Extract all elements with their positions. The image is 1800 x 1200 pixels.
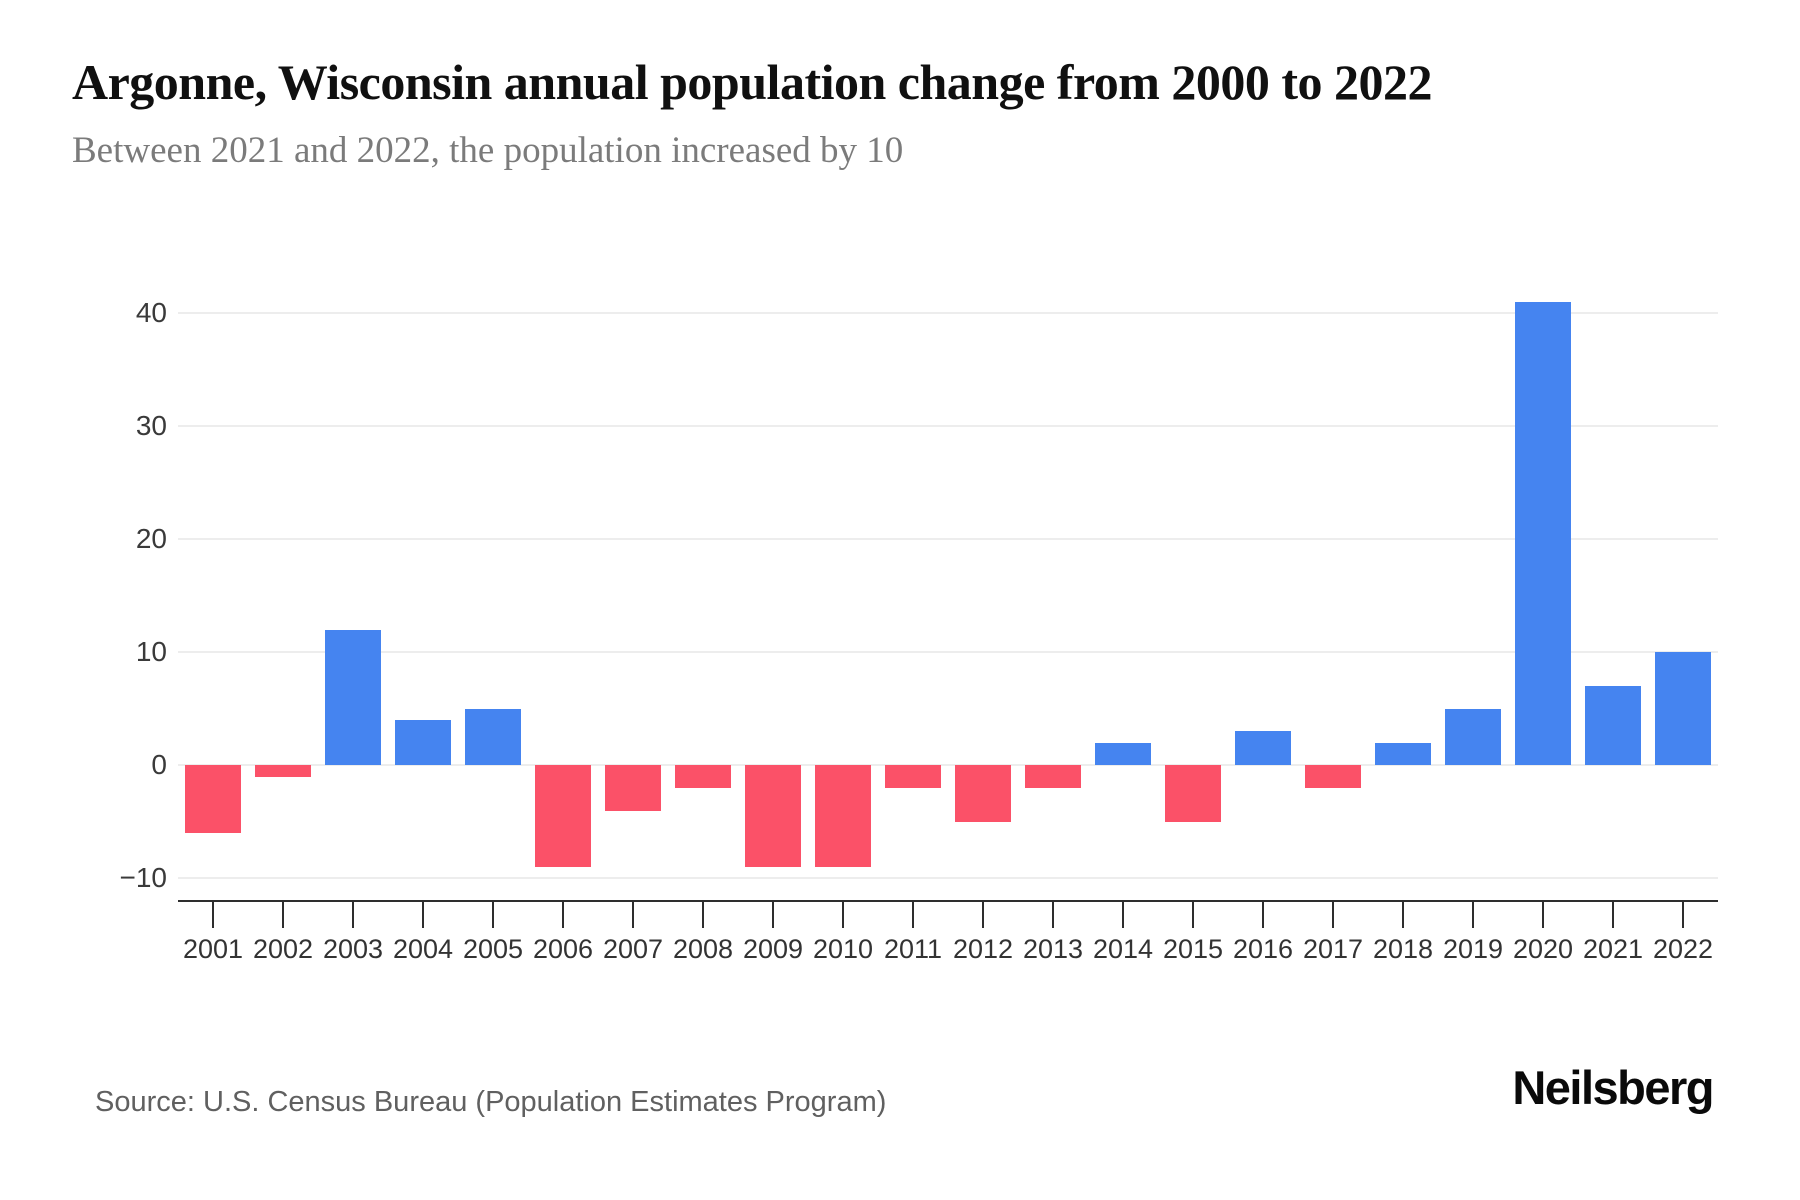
x-axis-tick-label: 2003 xyxy=(322,934,384,964)
bar-2021[interactable] xyxy=(1585,686,1641,766)
bar-2012[interactable] xyxy=(955,765,1011,822)
x-axis-tick xyxy=(982,901,984,928)
x-axis-tick xyxy=(1472,901,1474,928)
y-axis-tick-label: 40 xyxy=(135,297,167,329)
y-axis-tick-label: 30 xyxy=(135,410,167,442)
gridline-30 xyxy=(178,425,1718,428)
x-axis-tick-label: 2012 xyxy=(952,934,1014,964)
bar-2020[interactable] xyxy=(1515,301,1571,766)
bar-2004[interactable] xyxy=(395,720,451,766)
y-axis-tick-label: 20 xyxy=(135,523,167,555)
gridline-40 xyxy=(178,312,1718,315)
x-axis-tick xyxy=(352,901,354,928)
chart-title: Argonne, Wisconsin annual population cha… xyxy=(72,54,1433,110)
source-note: Source: U.S. Census Bureau (Population E… xyxy=(95,1086,887,1118)
x-axis-tick xyxy=(1332,901,1334,928)
x-axis-tick xyxy=(842,901,844,928)
bar-2011[interactable] xyxy=(885,765,941,788)
x-axis-tick xyxy=(212,901,214,928)
x-axis-tick-label: 2010 xyxy=(812,934,874,964)
x-axis-tick xyxy=(772,901,774,928)
bar-2013[interactable] xyxy=(1025,765,1081,788)
bar-2005[interactable] xyxy=(465,708,521,766)
bar-2014[interactable] xyxy=(1095,742,1151,766)
x-axis-tick xyxy=(1542,901,1544,928)
bar-2006[interactable] xyxy=(535,765,591,868)
bar-2016[interactable] xyxy=(1235,731,1291,766)
x-axis-tick xyxy=(632,901,634,928)
x-axis-tick xyxy=(1192,901,1194,928)
bar-2015[interactable] xyxy=(1165,765,1221,822)
x-axis-tick-label: 2009 xyxy=(742,934,804,964)
bar-2002[interactable] xyxy=(255,765,311,777)
bar-2007[interactable] xyxy=(605,765,661,811)
bar-2010[interactable] xyxy=(815,765,871,868)
chart-subtitle: Between 2021 and 2022, the population in… xyxy=(72,130,904,171)
neilsberg-logo: Neilsberg xyxy=(1512,1061,1714,1114)
x-axis-tick-label: 2015 xyxy=(1162,934,1224,964)
bar-2003[interactable] xyxy=(325,629,381,766)
x-axis-tick xyxy=(562,901,564,928)
x-axis-tick xyxy=(282,901,284,928)
y-axis-tick-label: 10 xyxy=(135,636,167,668)
bar-2001[interactable] xyxy=(185,765,241,834)
x-axis-line xyxy=(178,900,1718,902)
x-axis-tick xyxy=(492,901,494,928)
bar-2022[interactable] xyxy=(1655,652,1711,766)
x-axis-tick-label: 2018 xyxy=(1372,934,1434,964)
x-axis-tick-label: 2007 xyxy=(602,934,664,964)
x-axis-tick-label: 2017 xyxy=(1302,934,1364,964)
gridline-20 xyxy=(178,538,1718,541)
bar-2009[interactable] xyxy=(745,765,801,868)
y-axis-tick-label: 0 xyxy=(151,749,167,781)
x-axis-tick-label: 2002 xyxy=(252,934,314,964)
bar-2008[interactable] xyxy=(675,765,731,788)
x-axis-tick-label: 2021 xyxy=(1582,934,1644,964)
x-axis-tick-label: 2004 xyxy=(392,934,454,964)
x-axis-tick xyxy=(1682,901,1684,928)
x-axis-tick-label: 2006 xyxy=(532,934,594,964)
gridline--10 xyxy=(178,877,1718,880)
x-axis-tick xyxy=(1052,901,1054,928)
x-axis-tick-label: 2019 xyxy=(1442,934,1504,964)
y-axis-tick-label: −10 xyxy=(119,862,168,894)
x-axis-tick xyxy=(912,901,914,928)
x-axis-tick-label: 2016 xyxy=(1232,934,1294,964)
x-axis-tick-label: 2008 xyxy=(672,934,734,964)
x-axis-tick-label: 2013 xyxy=(1022,934,1084,964)
x-axis-tick-label: 2001 xyxy=(182,934,244,964)
x-axis-tick xyxy=(1402,901,1404,928)
x-axis-tick-label: 2022 xyxy=(1652,934,1714,964)
x-axis-tick-label: 2005 xyxy=(462,934,524,964)
bar-2019[interactable] xyxy=(1445,708,1501,766)
x-axis-tick xyxy=(702,901,704,928)
gridline-10 xyxy=(178,651,1718,654)
x-axis-tick xyxy=(1612,901,1614,928)
x-axis-tick-label: 2014 xyxy=(1092,934,1154,964)
gridline-0 xyxy=(178,764,1718,767)
bar-2018[interactable] xyxy=(1375,742,1431,766)
bar-2017[interactable] xyxy=(1305,765,1361,788)
x-axis-tick xyxy=(1262,901,1264,928)
x-axis-tick xyxy=(1122,901,1124,928)
x-axis-tick-label: 2011 xyxy=(883,934,943,964)
x-axis-tick xyxy=(422,901,424,928)
x-axis-tick-label: 2020 xyxy=(1512,934,1574,964)
